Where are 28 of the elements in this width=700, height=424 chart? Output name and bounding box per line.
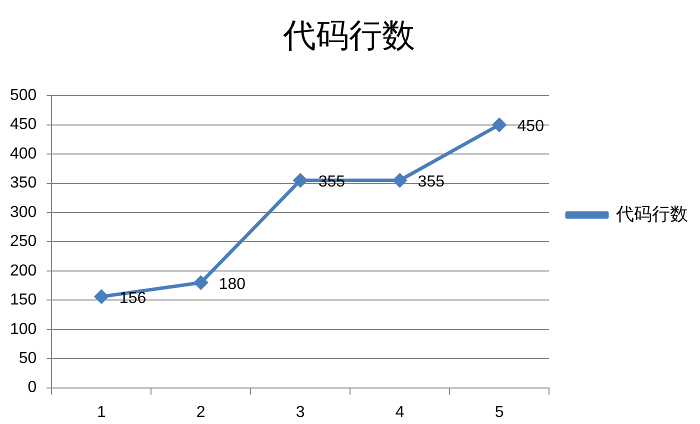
data-label: 355 (418, 174, 445, 191)
y-tick-label: 350 (10, 174, 37, 192)
data-label: 180 (218, 276, 246, 294)
point (94, 289, 109, 304)
y-tick-label: 150 (10, 292, 37, 309)
chart-title: 代码行数 (282, 15, 415, 54)
y-tick-label: 300 (10, 204, 37, 221)
x-tick-label: 4 (395, 404, 404, 421)
y-tick-label: 100 (10, 320, 37, 338)
legend-label: 代码行数 (615, 204, 688, 224)
data-label: 156 (119, 290, 146, 308)
x-tick-label: 2 (196, 404, 206, 421)
y-tick-label: 500 (10, 87, 37, 104)
x-tick-label: 1 (96, 404, 106, 421)
data-label: 355 (318, 174, 346, 191)
x-tick-label: 5 (494, 404, 504, 421)
point (292, 172, 308, 188)
y-tick-label: 250 (10, 233, 37, 250)
data-label: 450 (517, 118, 544, 136)
y-tick-label: 400 (10, 145, 37, 162)
point (193, 275, 208, 290)
point (492, 117, 507, 132)
point (392, 172, 408, 188)
y-tick-label: 450 (10, 116, 37, 134)
x-tick-label: 3 (296, 404, 305, 421)
y-tick-label: 200 (10, 262, 37, 280)
y-tick-label: 50 (18, 350, 37, 367)
y-tick-label: 0 (28, 379, 37, 396)
